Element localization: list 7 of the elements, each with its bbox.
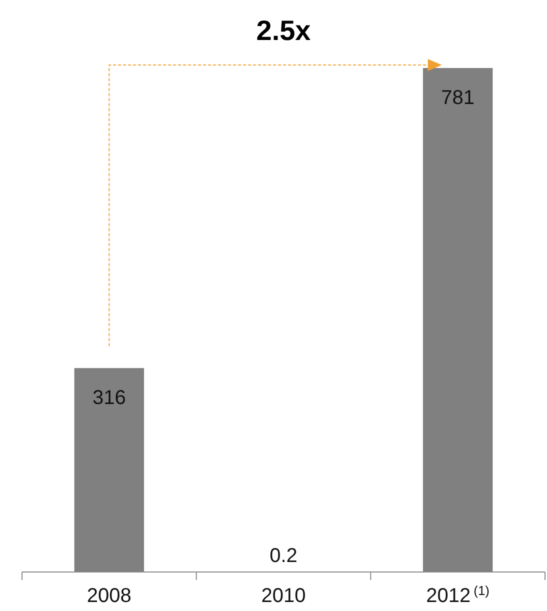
x-tick-label: 2012$^{(1)}$ <box>426 582 490 607</box>
data-label: 316 <box>92 387 126 410</box>
x-tick-label: 2010 <box>261 585 306 607</box>
x-tick-label: 2008 <box>86 585 132 607</box>
data-label: 781 <box>441 87 475 109</box>
data-label: 0.2 <box>270 544 298 567</box>
text: 2.5x <box>256 15 312 46</box>
